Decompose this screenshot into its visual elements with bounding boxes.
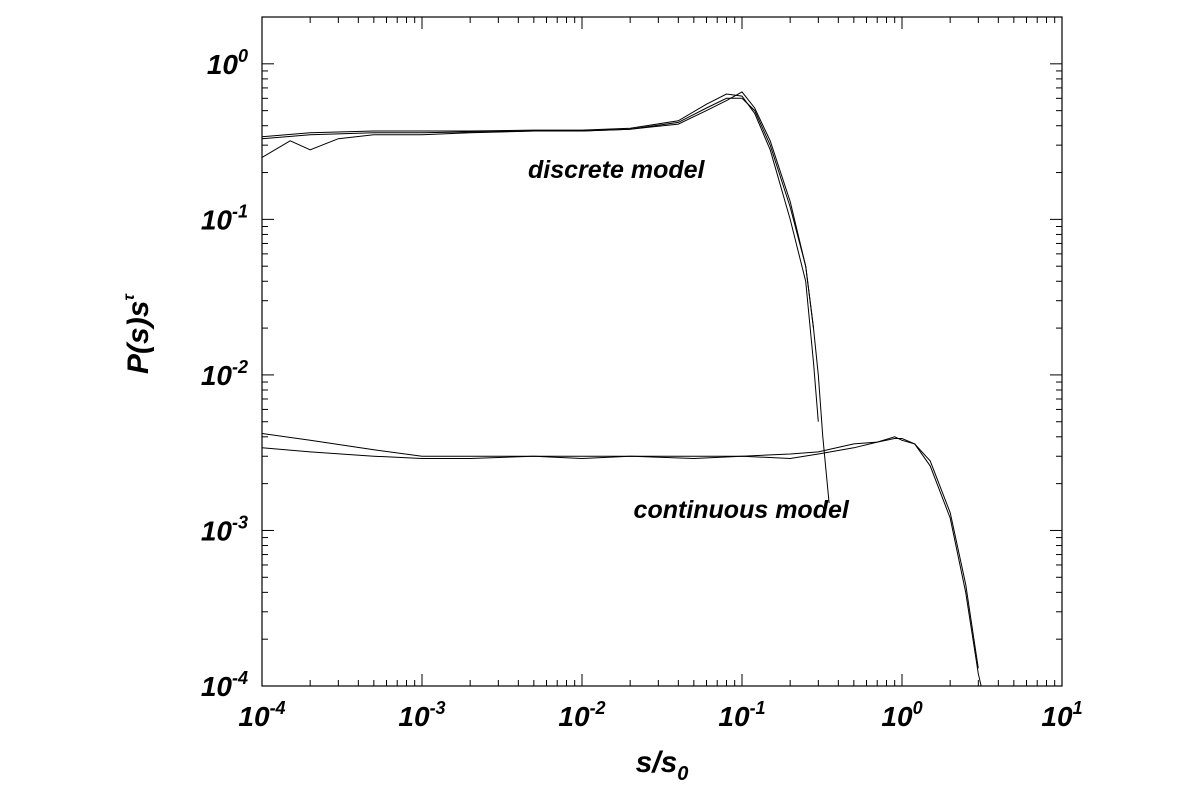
y-tick-label: 100 bbox=[207, 46, 248, 80]
y-tick-label-base: 10 bbox=[201, 204, 233, 235]
y-tick-label-exp: 0 bbox=[238, 46, 248, 66]
y-tick-label-base: 10 bbox=[201, 515, 233, 546]
y-tick-label-exp: -3 bbox=[232, 512, 248, 532]
axis-ticks bbox=[261, 16, 1063, 687]
x-tick-label-exp: -2 bbox=[590, 698, 606, 718]
x-axis-label-sub: 0 bbox=[677, 763, 688, 785]
y-tick-label: 10-1 bbox=[201, 201, 248, 235]
annotation-label: discrete model bbox=[528, 156, 706, 184]
discrete-series-line-2 bbox=[262, 91, 814, 329]
x-tick-label: 100 bbox=[881, 698, 922, 732]
x-tick-label-exp: -4 bbox=[270, 698, 286, 718]
x-tick-label-base: 10 bbox=[398, 701, 430, 732]
y-tick-label: 10-2 bbox=[201, 357, 248, 391]
y-tick-label-base: 10 bbox=[201, 671, 233, 702]
x-tick-label-base: 10 bbox=[1041, 701, 1073, 732]
annotation-label: continuous model bbox=[634, 496, 850, 524]
y-tick-label-base: 10 bbox=[207, 49, 239, 80]
x-tick-label: 10-4 bbox=[238, 698, 285, 732]
y-axis-label-base: P(s)s bbox=[122, 301, 155, 374]
x-tick-label-exp: 0 bbox=[913, 698, 923, 718]
y-axis-label-sup: τ bbox=[121, 293, 138, 301]
continuous-series-line-3 bbox=[262, 433, 982, 686]
x-tick-label-base: 10 bbox=[881, 701, 913, 732]
y-tick-label: 10-3 bbox=[201, 512, 248, 546]
x-tick-label-base: 10 bbox=[718, 701, 750, 732]
discrete-series-line-1 bbox=[262, 93, 819, 422]
x-tick-label: 10-3 bbox=[398, 698, 445, 732]
x-tick-label: 10-2 bbox=[558, 698, 605, 732]
annotations: discrete model continuous model bbox=[528, 156, 850, 524]
x-axis-label-base: s/s bbox=[636, 746, 678, 779]
continuous-series-line-4 bbox=[262, 436, 979, 669]
x-tick-label-base: 10 bbox=[238, 701, 270, 732]
x-tick-label-exp: -3 bbox=[430, 698, 446, 718]
y-tick-label-exp: -4 bbox=[232, 668, 248, 688]
x-tick-label-exp: 1 bbox=[1073, 698, 1083, 718]
y-tick-label-exp: -1 bbox=[232, 201, 248, 221]
y-axis-label: P(s)sτ bbox=[121, 293, 155, 374]
series-layer bbox=[262, 91, 982, 686]
x-axis-label: s/s0 bbox=[636, 746, 689, 785]
y-tick-label-exp: -2 bbox=[232, 357, 248, 377]
x-tick-label: 10-1 bbox=[718, 698, 765, 732]
x-tick-label: 101 bbox=[1041, 698, 1082, 732]
y-tick-label: 10-4 bbox=[201, 668, 248, 702]
axis-tick-labels: 10-4 10-3 10-2 10-1 100 10110010-110-210-310-… bbox=[201, 46, 1083, 732]
x-tick-label-exp: -1 bbox=[750, 698, 766, 718]
plot-frame bbox=[261, 16, 1063, 687]
x-tick-label-base: 10 bbox=[558, 701, 590, 732]
y-tick-label-base: 10 bbox=[201, 360, 233, 391]
